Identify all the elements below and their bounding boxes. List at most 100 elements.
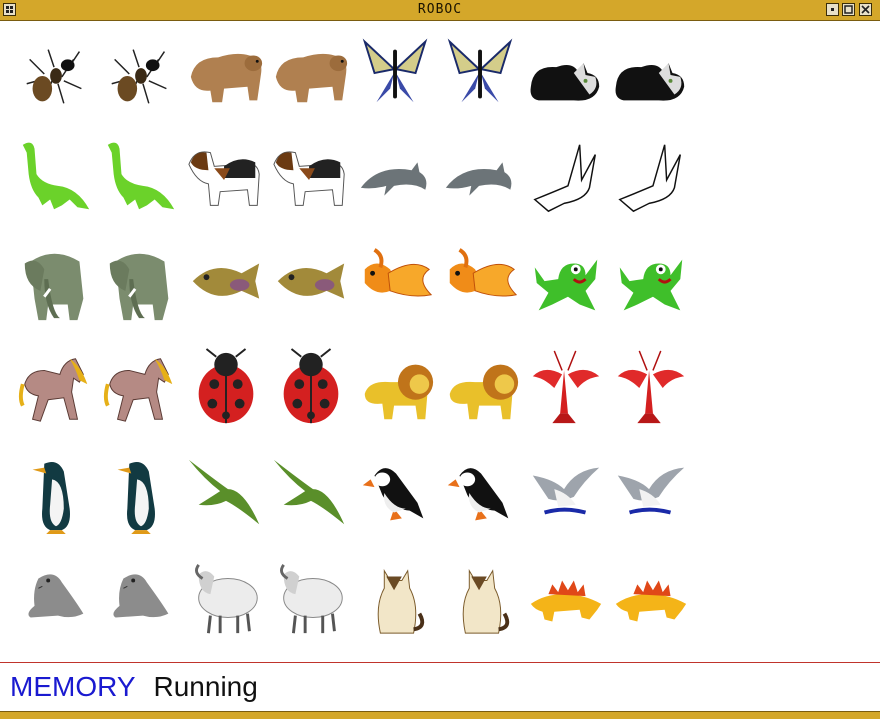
memory-card-puffin[interactable]	[354, 442, 438, 546]
game-name: MEMORY	[10, 671, 136, 702]
seal-icon	[113, 574, 169, 618]
stegosaurus-icon	[615, 580, 687, 622]
memory-card-ant[interactable]	[14, 22, 98, 126]
status-divider	[0, 662, 880, 663]
memory-card-dove[interactable]	[524, 127, 608, 231]
memory-card-ladybug[interactable]	[184, 337, 268, 441]
penguin-icon	[117, 461, 155, 535]
ladybug-icon	[283, 348, 339, 424]
siamese-cat-icon	[377, 568, 425, 634]
memory-card-sheep[interactable]	[269, 547, 353, 651]
window-menu-button[interactable]	[3, 3, 16, 16]
memory-card-seagull[interactable]	[609, 442, 693, 546]
memory-card-sheep[interactable]	[184, 547, 268, 651]
ant-icon	[26, 49, 82, 104]
memory-card-bear[interactable]	[269, 22, 353, 126]
memory-card-stegosaurus[interactable]	[609, 547, 693, 651]
elephant-icon	[109, 253, 169, 321]
memory-card-fish[interactable]	[269, 232, 353, 336]
dolphin-icon	[445, 162, 512, 196]
memory-card-cat[interactable]	[524, 22, 608, 126]
memory-card-pterodactyl[interactable]	[269, 442, 353, 546]
memory-card-fish[interactable]	[184, 232, 268, 336]
memory-card-siamese-cat[interactable]	[439, 547, 523, 651]
status-bar: MEMORY Running	[10, 670, 258, 704]
memory-card-siamese-cat[interactable]	[354, 547, 438, 651]
memory-card-puffin[interactable]	[439, 442, 523, 546]
memory-card-cat[interactable]	[609, 22, 693, 126]
memory-card-seal[interactable]	[14, 547, 98, 651]
memory-card-frog[interactable]	[609, 232, 693, 336]
memory-card-goldfish[interactable]	[354, 232, 438, 336]
cat-icon	[615, 63, 685, 101]
dove-icon	[533, 144, 597, 213]
seal-icon	[28, 574, 84, 618]
close-icon	[861, 5, 870, 14]
bear-icon	[275, 53, 348, 103]
memory-card-dolphin[interactable]	[354, 127, 438, 231]
memory-card-stegosaurus[interactable]	[524, 547, 608, 651]
sheep-icon	[195, 563, 258, 634]
window-menu-icon	[6, 6, 13, 13]
memory-card-dove[interactable]	[609, 127, 693, 231]
title-bar: ROBOC	[0, 0, 880, 21]
memory-card-seal[interactable]	[99, 547, 183, 651]
memory-card-penguin[interactable]	[99, 442, 183, 546]
minimize-button[interactable]	[826, 3, 839, 16]
dog-icon	[273, 151, 345, 206]
seagull-icon	[617, 467, 685, 515]
memory-card-butterfly[interactable]	[354, 22, 438, 126]
elephant-icon	[24, 253, 84, 321]
stegosaurus-icon	[530, 580, 602, 622]
memory-card-dolphin[interactable]	[439, 127, 523, 231]
memory-card-bear[interactable]	[184, 22, 268, 126]
horse-icon	[18, 358, 88, 422]
memory-card-dog[interactable]	[269, 127, 353, 231]
memory-card-elephant[interactable]	[99, 232, 183, 336]
dinosaur-icon	[107, 142, 175, 210]
memory-card-pterodactyl[interactable]	[184, 442, 268, 546]
game-state: Running	[153, 671, 258, 702]
ant-icon	[111, 49, 167, 104]
memory-card-frog[interactable]	[524, 232, 608, 336]
window-title: ROBOC	[417, 2, 463, 17]
memory-card-horse[interactable]	[99, 337, 183, 441]
memory-card-dog[interactable]	[184, 127, 268, 231]
penguin-icon	[32, 461, 70, 535]
cat-icon	[530, 63, 600, 101]
close-button[interactable]	[859, 3, 872, 16]
memory-card-lion[interactable]	[439, 337, 523, 441]
dove-icon	[618, 144, 682, 213]
memory-card-dinosaur[interactable]	[99, 127, 183, 231]
dinosaur-icon	[22, 142, 90, 210]
memory-card-lobster[interactable]	[609, 337, 693, 441]
memory-card-lobster[interactable]	[524, 337, 608, 441]
minimize-icon	[831, 8, 834, 11]
frog-icon	[619, 259, 683, 311]
memory-card-elephant[interactable]	[14, 232, 98, 336]
butterfly-icon	[362, 38, 428, 103]
memory-card-butterfly[interactable]	[439, 22, 523, 126]
puffin-icon	[362, 468, 424, 521]
pterodactyl-icon	[188, 459, 260, 525]
bear-icon	[190, 53, 263, 103]
memory-card-ant[interactable]	[99, 22, 183, 126]
window-bottom-border	[0, 711, 880, 719]
horse-icon	[103, 358, 173, 422]
butterfly-icon	[447, 38, 513, 103]
pterodactyl-icon	[273, 459, 345, 525]
fish-icon	[192, 263, 260, 299]
memory-card-grid	[0, 22, 880, 662]
lobster-icon	[617, 350, 685, 424]
memory-card-dinosaur[interactable]	[14, 127, 98, 231]
puffin-icon	[447, 468, 509, 521]
memory-card-lion[interactable]	[354, 337, 438, 441]
memory-card-goldfish[interactable]	[439, 232, 523, 336]
maximize-button[interactable]	[842, 3, 855, 16]
memory-card-seagull[interactable]	[524, 442, 608, 546]
memory-card-penguin[interactable]	[14, 442, 98, 546]
sheep-icon	[280, 563, 343, 634]
lobster-icon	[532, 350, 600, 424]
memory-card-horse[interactable]	[14, 337, 98, 441]
memory-card-ladybug[interactable]	[269, 337, 353, 441]
